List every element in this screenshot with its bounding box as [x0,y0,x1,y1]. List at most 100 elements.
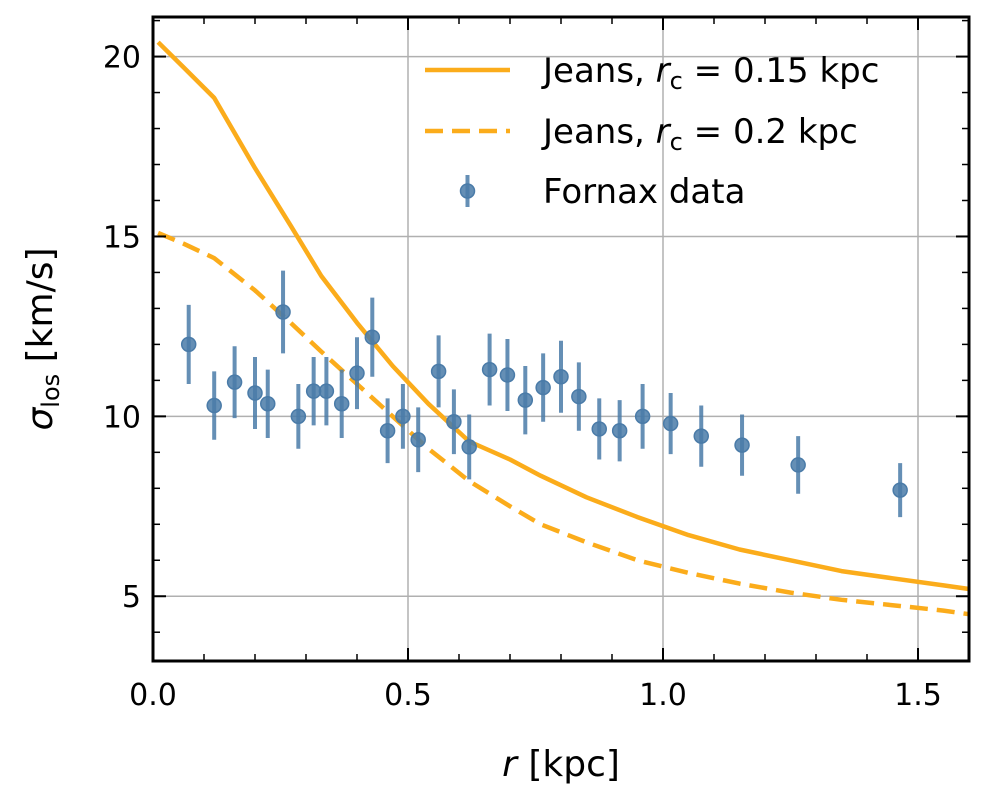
data-marker [591,421,607,437]
legend-label: Jeans, rc = 0.2 kpc [541,112,858,156]
data-marker [446,413,462,430]
data-point [206,371,222,440]
y-tick-label: 15 [103,220,141,255]
legend-label-subscript: c [670,128,683,156]
data-marker [499,367,516,383]
data-point [446,389,462,455]
jeans-solid-line [156,40,970,592]
data-point [430,335,447,408]
data-point [481,333,498,406]
data-marker [662,415,679,432]
data-marker [275,304,291,320]
data-marker [790,457,806,473]
data-point [611,400,628,462]
data-point [499,339,516,411]
data-point [553,340,569,413]
data-marker [260,396,276,412]
data-point [226,346,243,419]
data-marker [553,369,569,385]
data-point [591,398,607,460]
x-axis-label-variable: r [502,744,519,785]
grid [153,17,969,661]
data-point [461,414,477,480]
legend-label-value: = 0.15 kpc [683,51,880,91]
data-point [180,304,197,384]
data-point [410,407,426,473]
data-point [379,398,396,464]
data-marker [693,428,709,444]
y-tick-label: 20 [103,41,141,76]
data-point [517,365,534,435]
data-marker [611,422,628,439]
legend-label-variable: r [656,112,672,152]
data-marker [364,329,381,345]
data-marker [349,365,365,381]
data-point [662,392,679,455]
data-marker [430,363,447,380]
data-marker [892,482,908,498]
data-marker [734,437,750,453]
data-marker [634,408,651,425]
data-marker [318,383,335,399]
data-marker [206,397,222,414]
x-tick-label: 0.5 [384,678,432,713]
legend-swatch-marker [459,183,476,199]
data-marker [247,385,263,401]
data-marker [481,361,498,378]
legend-label-variable: r [656,51,672,91]
x-axis-label-unit: [kpc] [517,744,620,785]
x-axis-label: r [kpc] [502,744,620,785]
legend-label: Fornax data [543,172,745,212]
data-point [693,405,709,467]
data-point [290,383,307,449]
y-axis-label-variable: σ [20,407,61,431]
x-tick-label: 0.0 [129,678,177,713]
legend-label-text: Fornax data [543,172,745,212]
tick-labels: 0.0 0.5 1.0 1.5 5 10 15 20 [103,41,942,713]
data-marker [290,408,307,425]
y-axis-label: σlos [km/s] [20,247,65,430]
legend-label-text: Jeans, [541,51,656,91]
data-point [318,356,335,426]
x-tick-label: 1.5 [894,678,942,713]
data-marker [333,396,350,412]
y-axis-label-unit: [km/s] [20,247,61,373]
data-point [535,353,551,422]
data-marker [226,374,243,390]
data-point [364,297,381,377]
y-axis-label-subscript: los [37,374,65,408]
y-tick-label: 5 [122,580,141,615]
data-point [333,369,350,438]
jeans-dashed-line [157,230,970,617]
data-point [634,383,651,449]
x-tick-label: 1.0 [639,678,687,713]
legend-label-subscript: c [670,67,683,95]
data-point [395,383,411,449]
data-point [275,270,291,354]
data-marker [395,408,411,425]
data-marker [410,431,426,448]
data-point [305,356,322,426]
data-marker [461,439,477,455]
y-tick-label: 10 [103,400,141,435]
legend-label: Jeans, rc = 0.15 kpc [541,51,879,95]
plot-frame [151,15,971,663]
data-marker [517,392,534,408]
data-point [247,356,263,429]
data-point [734,414,750,476]
legend-label-value: = 0.2 kpc [683,112,858,152]
data-point [349,337,365,410]
series-layer [156,40,970,617]
data-marker [379,422,396,439]
data-marker [305,383,322,399]
data-marker [571,388,587,405]
data-marker [535,379,551,396]
data-point [790,436,806,494]
data-point [260,369,276,438]
data-marker [180,336,197,353]
data-point [571,362,587,431]
data-point [892,463,908,518]
